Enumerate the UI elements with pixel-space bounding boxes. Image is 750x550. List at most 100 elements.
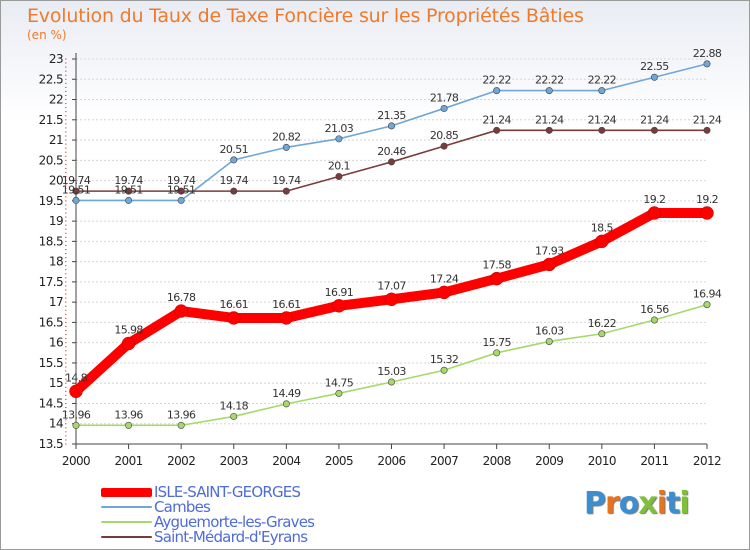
y-minor-tick [65,188,67,190]
data-point [703,301,711,309]
y-minor-tick [65,131,67,133]
data-label: 15.98 [114,323,143,336]
x-tick-label: 2003 [220,454,248,468]
y-minor-tick [65,293,67,295]
y-minor-tick [65,115,67,117]
data-point [177,187,185,195]
data-label: 14.49 [272,387,301,400]
data-point [700,206,714,220]
data-label: 17.93 [535,244,564,257]
chart-unit-label: (en %) [27,28,67,42]
y-minor-tick [65,439,67,441]
y-tick-label: 17 [49,295,63,309]
data-label: 15.32 [430,353,459,366]
y-minor-tick [65,196,67,198]
data-point [335,173,343,181]
data-point [125,421,133,429]
y-minor-tick [65,366,67,368]
y-minor-tick [65,82,67,84]
data-label: 21.24 [640,113,669,126]
y-minor-tick [65,204,67,206]
data-point [650,73,658,81]
y-minor-tick [65,107,67,109]
data-point [703,126,711,134]
data-point [493,87,501,95]
y-minor-tick [65,334,67,336]
x-tick-label: 2005 [325,454,353,468]
y-minor-tick [65,224,67,226]
legend-label: Cambes [154,498,211,516]
data-label: 21.78 [430,91,459,104]
y-minor-tick [65,394,67,396]
data-point [335,389,343,397]
data-label: 19.74 [114,174,143,187]
y-tick-label: 19 [49,214,63,228]
proxiti-logo: Proxiti [584,486,690,521]
data-label: 21.24 [535,113,564,126]
data-label: 20.51 [220,143,249,156]
data-point [545,337,553,345]
x-tick-label: 2007 [430,454,458,468]
y-minor-tick [65,127,67,129]
data-point [282,187,290,195]
y-minor-tick [65,180,67,182]
y-minor-tick [65,443,67,445]
data-point [279,311,294,325]
data-point [72,187,80,195]
y-minor-tick [65,342,67,344]
y-minor-tick [65,382,67,384]
y-tick-label: 18 [49,255,63,269]
data-label: 21.24 [693,113,722,126]
x-tick-label: 2001 [115,454,143,468]
data-label: 22.22 [535,74,564,87]
y-minor-tick [65,66,67,68]
y-minor-tick [65,378,67,380]
y-minor-tick [65,151,67,153]
chart-title: Evolution du Taux de Taxe Foncière sur l… [27,5,584,27]
data-label: 20.1 [328,160,350,173]
data-label: 16.91 [325,286,354,299]
y-minor-tick [65,390,67,392]
data-label: 14.8 [65,371,88,384]
y-minor-tick [65,200,67,202]
data-point [230,412,238,420]
y-minor-tick [65,269,67,271]
data-label: 19.74 [272,174,301,187]
data-point [230,156,238,164]
y-tick-label: 22.5 [39,72,63,86]
data-label: 22.55 [640,60,669,73]
data-label: 16.03 [535,324,564,337]
y-minor-tick [65,159,67,161]
data-point [545,126,553,134]
data-point [489,271,504,286]
data-point [282,400,290,408]
y-minor-tick [65,346,67,348]
y-tick-label: 19.5 [39,194,63,208]
x-tick-label: 2004 [272,454,300,468]
y-minor-tick [65,317,67,319]
y-minor-tick [65,90,67,92]
data-label: 16.61 [272,298,301,311]
data-label: 13.96 [167,408,196,421]
y-minor-tick [65,236,67,238]
data-label: 20.46 [377,145,406,158]
y-tick-label: 17.5 [39,275,63,289]
data-label: 21.24 [482,113,511,126]
y-minor-tick [65,281,67,283]
y-tick-label: 23 [49,52,63,66]
data-point [384,292,399,307]
data-point [387,158,395,166]
data-label: 16.94 [693,288,722,301]
y-minor-tick [65,139,67,141]
legend-label: Ayguemorte-les-Graves [154,513,315,531]
data-label: 17.07 [377,279,406,292]
data-point [440,366,448,374]
y-minor-tick [65,427,67,429]
data-label: 17.24 [430,272,459,285]
data-point [177,421,185,429]
y-minor-tick [65,232,67,234]
y-minor-tick [65,248,67,250]
y-tick-label: 21.5 [39,113,63,127]
y-minor-tick [65,354,67,356]
data-label: 19.51 [114,183,143,196]
